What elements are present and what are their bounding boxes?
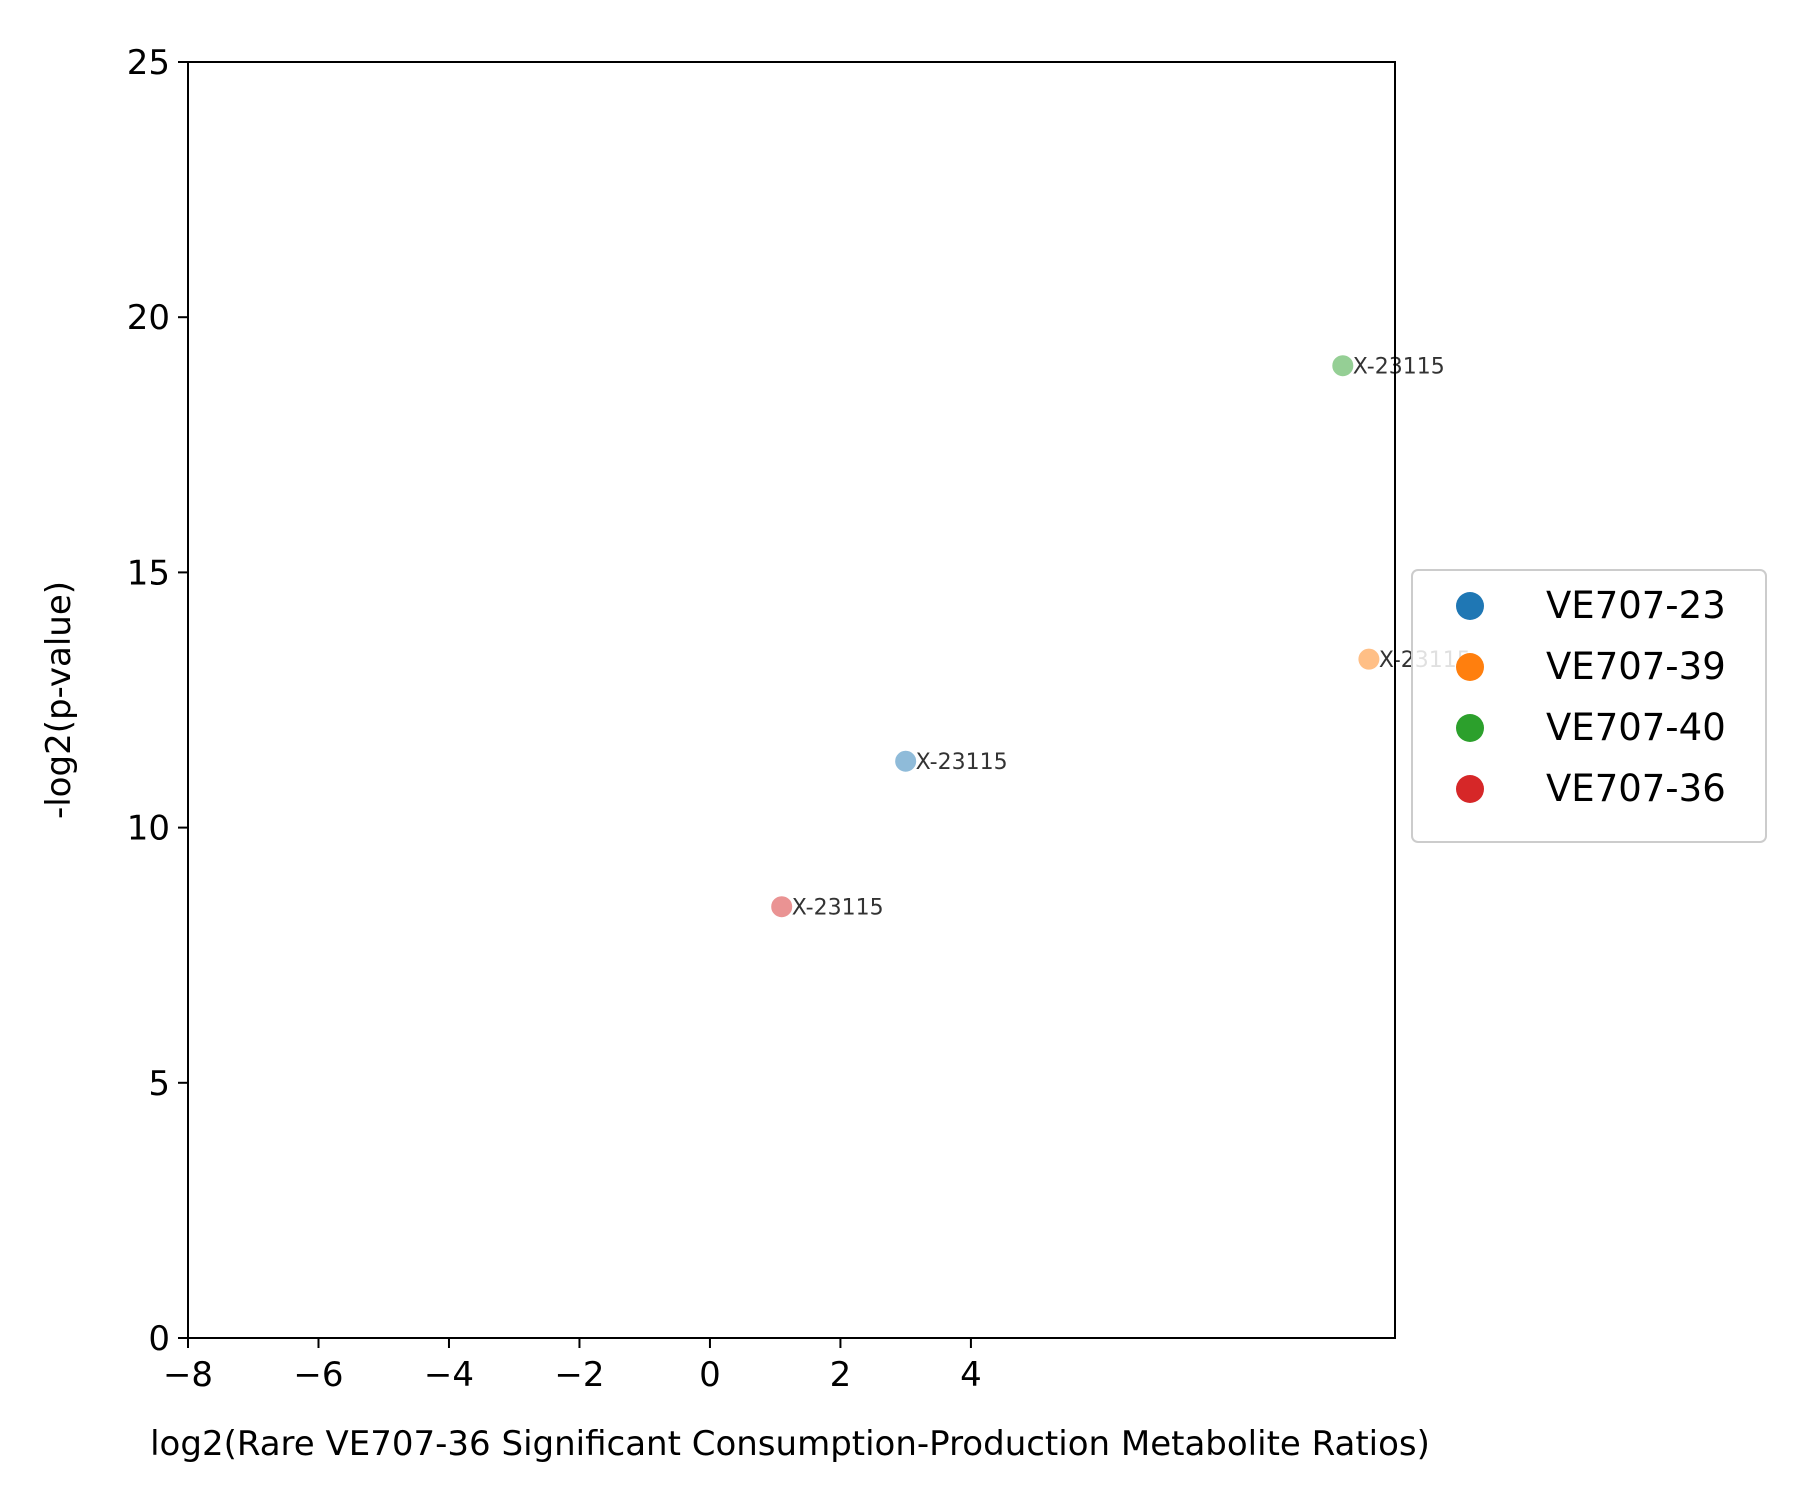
y-tick-label: 25 (127, 43, 170, 83)
x-tick-label: −6 (293, 1355, 343, 1395)
data-point-ve707-23 (894, 749, 918, 773)
legend-entry: VE707-40 (1546, 706, 1726, 749)
y-axis-label: -log2(p-value) (39, 581, 79, 819)
legend-entry: VE707-36 (1546, 767, 1726, 810)
legend-marker (1456, 714, 1484, 742)
point-annotation: X-23115 (916, 750, 1008, 775)
data-point-ve707-36 (770, 895, 794, 919)
data-point-ve707-39 (1357, 647, 1381, 671)
legend-marker (1456, 775, 1484, 803)
y-tick-label: 15 (127, 553, 170, 593)
y-tick-label: 0 (148, 1319, 170, 1359)
x-tick-label: 2 (830, 1355, 852, 1395)
point-annotation: X-23115 (1353, 355, 1445, 380)
legend-marker (1456, 592, 1484, 620)
x-tick-label: −2 (554, 1355, 604, 1395)
x-tick-label: 0 (699, 1355, 721, 1395)
legend-entry: VE707-39 (1546, 645, 1726, 688)
legend-entry: VE707-23 (1546, 584, 1726, 627)
x-axis-label: log2(Rare VE707-36 Significant Consumpti… (150, 1424, 1430, 1464)
x-tick-label: −4 (424, 1355, 474, 1395)
x-tick-label: −8 (163, 1355, 213, 1395)
data-point-ve707-40 (1331, 354, 1355, 378)
legend-marker (1456, 653, 1484, 681)
y-tick-label: 10 (127, 809, 170, 849)
point-annotation: X-23115 (792, 896, 884, 921)
y-axis: 0 5 10 15 20 25 (127, 43, 188, 1359)
y-tick-label: 5 (148, 1064, 170, 1104)
legend: VE707-23 VE707-39 VE707-40 VE707-36 (1411, 569, 1767, 843)
x-axis: −8 −6 −4 −2 0 2 4 (163, 1338, 982, 1395)
plot-frame (187, 61, 1396, 1339)
legend-box (1411, 569, 1767, 843)
y-tick-label: 20 (127, 298, 170, 338)
x-tick-label: 4 (960, 1355, 982, 1395)
